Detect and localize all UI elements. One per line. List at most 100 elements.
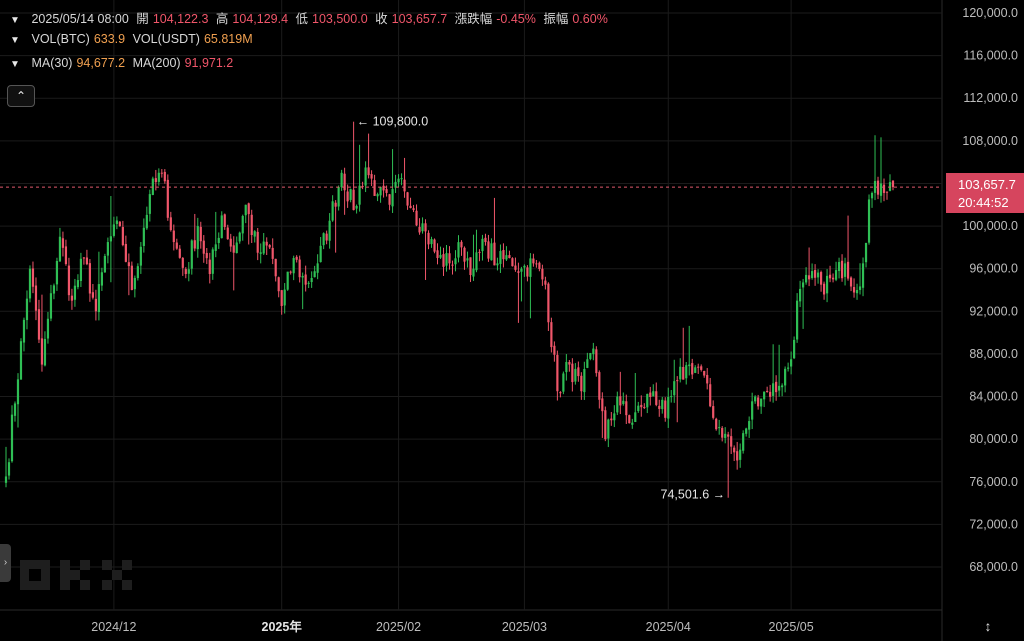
candle-body	[637, 405, 640, 411]
legend-datetime: 2025/05/14 08:00	[31, 12, 129, 26]
candle-body	[307, 282, 310, 284]
candle-body	[196, 226, 199, 250]
open-label: 開	[136, 12, 149, 26]
candle-body	[430, 239, 433, 245]
candle-body	[517, 271, 520, 273]
candle-body	[529, 258, 532, 277]
candle-body	[349, 189, 352, 200]
y-tick-label: 88,000.0	[969, 347, 1018, 361]
candle-body	[103, 256, 106, 273]
candle-body	[547, 283, 550, 323]
y-tick-label: 68,000.0	[969, 560, 1018, 574]
candle-body	[793, 339, 796, 359]
candle-body	[736, 451, 739, 461]
candle-body	[574, 368, 577, 382]
candle-body	[640, 404, 643, 408]
candle-body	[679, 366, 682, 380]
y-tick-label: 100,000.0	[962, 219, 1018, 233]
candle-body	[885, 191, 889, 193]
candle-body	[607, 419, 610, 439]
candle-body	[802, 282, 805, 288]
candle-body	[493, 242, 496, 266]
current-price-tag: 103,657.7 20:44:52	[946, 173, 1024, 213]
candle-body	[397, 178, 400, 183]
candle-body	[688, 364, 691, 367]
y-axis: 120,000.0116,000.0112,000.0108,000.0104,…	[962, 6, 1018, 574]
candle-body	[439, 254, 442, 258]
candle-body	[514, 265, 517, 270]
candle-body	[280, 290, 283, 306]
candle-body	[226, 227, 229, 240]
candle-body	[694, 367, 697, 373]
candle-body	[505, 255, 508, 260]
candle-body	[664, 400, 667, 418]
candle-body	[870, 192, 874, 199]
candle-body	[532, 258, 535, 264]
candle-body	[751, 401, 754, 420]
candle-body	[409, 205, 412, 209]
expand-side-panel-button[interactable]: ›	[0, 544, 11, 582]
candle-body	[655, 391, 658, 405]
candle-body	[286, 271, 289, 290]
candle-body	[595, 349, 598, 374]
candle-body	[625, 401, 628, 416]
candle-body	[205, 252, 208, 259]
collapse-legend-button[interactable]: ⌃	[7, 85, 35, 107]
candle-body	[730, 436, 733, 447]
chevron-down-icon[interactable]: ▼	[10, 59, 20, 70]
candle-body	[526, 267, 529, 277]
candle-body	[100, 272, 103, 286]
candles-layer	[4, 121, 895, 498]
candle-body	[565, 362, 568, 373]
candle-body	[541, 268, 544, 280]
candle-body	[64, 246, 68, 265]
candle-body	[319, 245, 322, 263]
candle-body	[454, 258, 457, 265]
candle-body	[796, 300, 799, 340]
candle-body	[79, 258, 83, 281]
candle-body	[334, 202, 337, 207]
candle-body	[7, 462, 11, 476]
vol-usdt-label: VOL(USDT)	[132, 32, 200, 46]
candle-body	[142, 227, 145, 246]
candle-body	[843, 263, 847, 277]
candle-body	[472, 268, 475, 277]
candle-body	[667, 396, 670, 419]
candle-body	[298, 259, 301, 278]
candle-body	[745, 428, 748, 434]
candle-body	[556, 354, 559, 392]
candle-body	[855, 290, 859, 294]
candle-body	[265, 241, 268, 246]
candle-body	[145, 214, 148, 229]
candle-body	[646, 393, 649, 408]
candle-body	[622, 400, 625, 404]
candle-body	[73, 285, 77, 300]
candle-body	[544, 280, 547, 285]
candle-body	[586, 359, 589, 368]
candle-body	[70, 295, 74, 301]
candle-body	[67, 265, 71, 296]
candle-body	[328, 220, 331, 241]
candle-body	[94, 298, 97, 312]
candle-body	[715, 418, 718, 430]
chevron-down-icon[interactable]: ▼	[10, 15, 20, 26]
axis-scale-toggle-button[interactable]: ↕	[978, 616, 998, 636]
vol-usdt-value: 65.819M	[203, 32, 253, 46]
chevron-down-icon[interactable]: ▼	[10, 35, 20, 46]
candle-body	[313, 271, 316, 278]
candle-body	[559, 392, 562, 394]
ohlc-legend: ▼ 2025/05/14 08:00 開 104,122.3 高 104,129.4…	[10, 8, 612, 27]
okx-logo	[20, 560, 132, 590]
x-tick-label: 2024/12	[91, 620, 136, 634]
candle-body	[388, 194, 391, 205]
candle-body	[484, 237, 487, 243]
low-value: 103,500.0	[312, 12, 368, 26]
candle-body	[754, 396, 757, 402]
candle-body	[703, 370, 706, 376]
candle-body	[385, 189, 388, 193]
candle-body	[19, 341, 23, 380]
candle-body	[724, 433, 727, 438]
candle-body	[82, 257, 86, 259]
ma-legend: ▼ MA(30) 94,677.2 MA(200) 91,971.2	[10, 56, 237, 70]
